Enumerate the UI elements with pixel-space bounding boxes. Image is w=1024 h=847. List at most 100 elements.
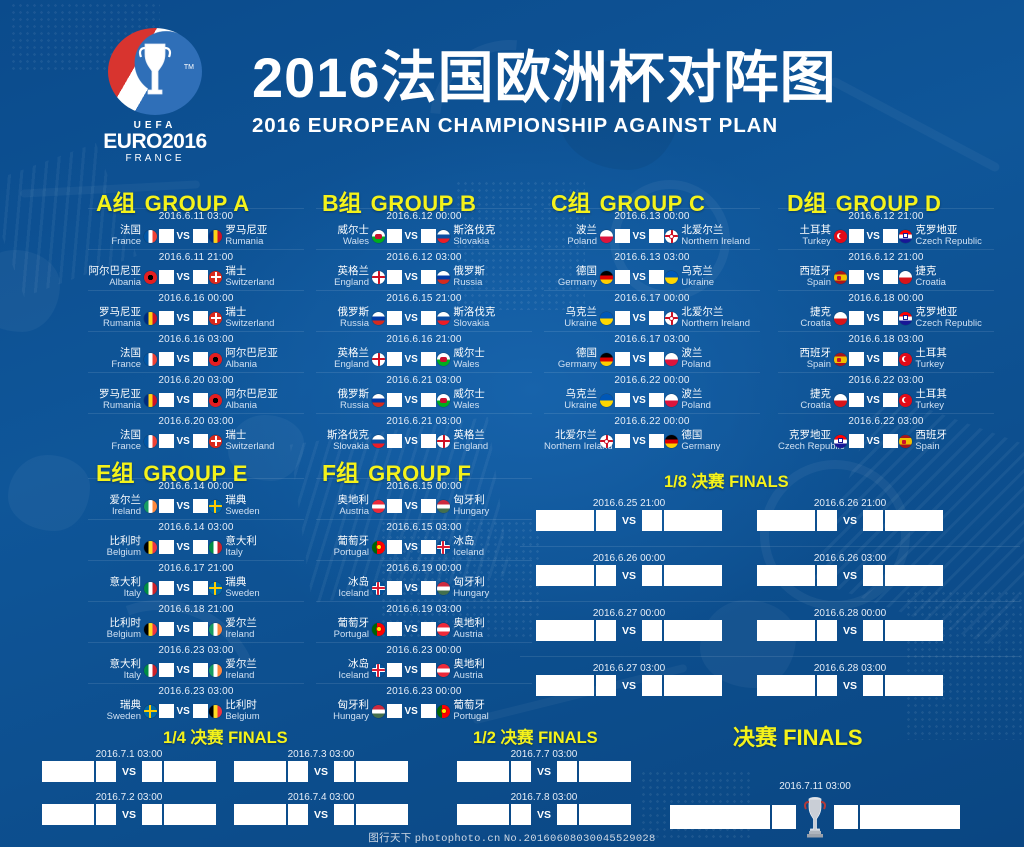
home-score-box[interactable] — [614, 229, 630, 243]
home-score-box[interactable] — [816, 565, 837, 586]
home-score-box[interactable] — [95, 804, 116, 825]
away-score-box[interactable] — [648, 311, 664, 325]
home-score-box[interactable] — [158, 622, 174, 636]
final-away-score-box[interactable] — [834, 805, 858, 829]
away-score-box[interactable] — [142, 761, 162, 782]
away-score-box[interactable] — [192, 581, 208, 595]
home-score-box[interactable] — [848, 352, 864, 366]
home-score-box[interactable] — [816, 510, 837, 531]
away-score-box[interactable] — [192, 393, 208, 407]
away-score-box[interactable] — [557, 761, 577, 782]
away-score-box[interactable] — [863, 510, 883, 531]
away-score-box[interactable] — [420, 270, 436, 284]
away-name-box[interactable] — [356, 761, 408, 782]
home-score-box[interactable] — [386, 393, 402, 407]
away-score-box[interactable] — [192, 540, 208, 554]
home-score-box[interactable] — [386, 663, 402, 677]
home-name-box[interactable] — [756, 675, 815, 696]
home-score-box[interactable] — [287, 804, 308, 825]
home-score-box[interactable] — [614, 311, 630, 325]
home-name-box[interactable] — [233, 761, 286, 782]
away-score-box[interactable] — [648, 229, 664, 243]
away-score-box[interactable] — [420, 499, 436, 513]
home-score-box[interactable] — [386, 540, 402, 554]
home-score-box[interactable] — [510, 804, 531, 825]
home-score-box[interactable] — [386, 704, 402, 718]
away-name-box[interactable] — [164, 804, 216, 825]
away-name-box[interactable] — [356, 804, 408, 825]
away-score-box[interactable] — [192, 622, 208, 636]
away-name-box[interactable] — [885, 620, 943, 641]
away-score-box[interactable] — [642, 565, 662, 586]
away-score-box[interactable] — [648, 270, 664, 284]
home-score-box[interactable] — [848, 393, 864, 407]
home-score-box[interactable] — [158, 311, 174, 325]
home-name-box[interactable] — [756, 510, 815, 531]
away-score-box[interactable] — [642, 510, 662, 531]
home-score-box[interactable] — [614, 270, 630, 284]
away-name-box[interactable] — [664, 510, 722, 531]
away-name-box[interactable] — [885, 565, 943, 586]
away-score-box[interactable] — [648, 352, 664, 366]
home-score-box[interactable] — [386, 352, 402, 366]
home-score-box[interactable] — [386, 622, 402, 636]
away-score-box[interactable] — [192, 663, 208, 677]
home-score-box[interactable] — [595, 620, 616, 641]
home-score-box[interactable] — [614, 434, 630, 448]
away-name-box[interactable] — [664, 565, 722, 586]
away-score-box[interactable] — [192, 311, 208, 325]
away-name-box[interactable] — [664, 675, 722, 696]
home-name-box[interactable] — [41, 761, 94, 782]
away-name-box[interactable] — [885, 675, 943, 696]
away-score-box[interactable] — [882, 270, 898, 284]
away-score-box[interactable] — [642, 620, 662, 641]
away-score-box[interactable] — [420, 581, 436, 595]
away-score-box[interactable] — [648, 434, 664, 448]
away-score-box[interactable] — [420, 352, 436, 366]
home-score-box[interactable] — [287, 761, 308, 782]
away-score-box[interactable] — [882, 352, 898, 366]
home-score-box[interactable] — [158, 663, 174, 677]
home-name-box[interactable] — [756, 620, 815, 641]
home-score-box[interactable] — [386, 581, 402, 595]
away-score-box[interactable] — [420, 229, 436, 243]
home-score-box[interactable] — [848, 311, 864, 325]
away-name-box[interactable] — [579, 761, 631, 782]
away-score-box[interactable] — [420, 311, 436, 325]
home-score-box[interactable] — [595, 565, 616, 586]
home-score-box[interactable] — [158, 352, 174, 366]
home-score-box[interactable] — [158, 499, 174, 513]
away-score-box[interactable] — [192, 704, 208, 718]
away-score-box[interactable] — [192, 229, 208, 243]
home-name-box[interactable] — [535, 510, 594, 531]
home-score-box[interactable] — [158, 229, 174, 243]
home-name-box[interactable] — [456, 761, 509, 782]
home-name-box[interactable] — [233, 804, 286, 825]
home-score-box[interactable] — [816, 675, 837, 696]
home-score-box[interactable] — [595, 675, 616, 696]
away-score-box[interactable] — [420, 622, 436, 636]
away-score-box[interactable] — [420, 393, 436, 407]
home-score-box[interactable] — [848, 270, 864, 284]
away-score-box[interactable] — [192, 270, 208, 284]
home-score-box[interactable] — [614, 393, 630, 407]
away-name-box[interactable] — [164, 761, 216, 782]
away-score-box[interactable] — [863, 675, 883, 696]
home-score-box[interactable] — [158, 540, 174, 554]
home-score-box[interactable] — [158, 581, 174, 595]
away-score-box[interactable] — [192, 499, 208, 513]
home-score-box[interactable] — [848, 434, 864, 448]
home-score-box[interactable] — [386, 270, 402, 284]
final-home-score-box[interactable] — [772, 805, 796, 829]
away-score-box[interactable] — [882, 434, 898, 448]
away-score-box[interactable] — [334, 804, 354, 825]
away-score-box[interactable] — [192, 352, 208, 366]
away-score-box[interactable] — [142, 804, 162, 825]
away-score-box[interactable] — [648, 393, 664, 407]
away-score-box[interactable] — [642, 675, 662, 696]
home-score-box[interactable] — [614, 352, 630, 366]
away-score-box[interactable] — [420, 704, 436, 718]
away-name-box[interactable] — [885, 510, 943, 531]
away-name-box[interactable] — [664, 620, 722, 641]
home-name-box[interactable] — [41, 804, 94, 825]
